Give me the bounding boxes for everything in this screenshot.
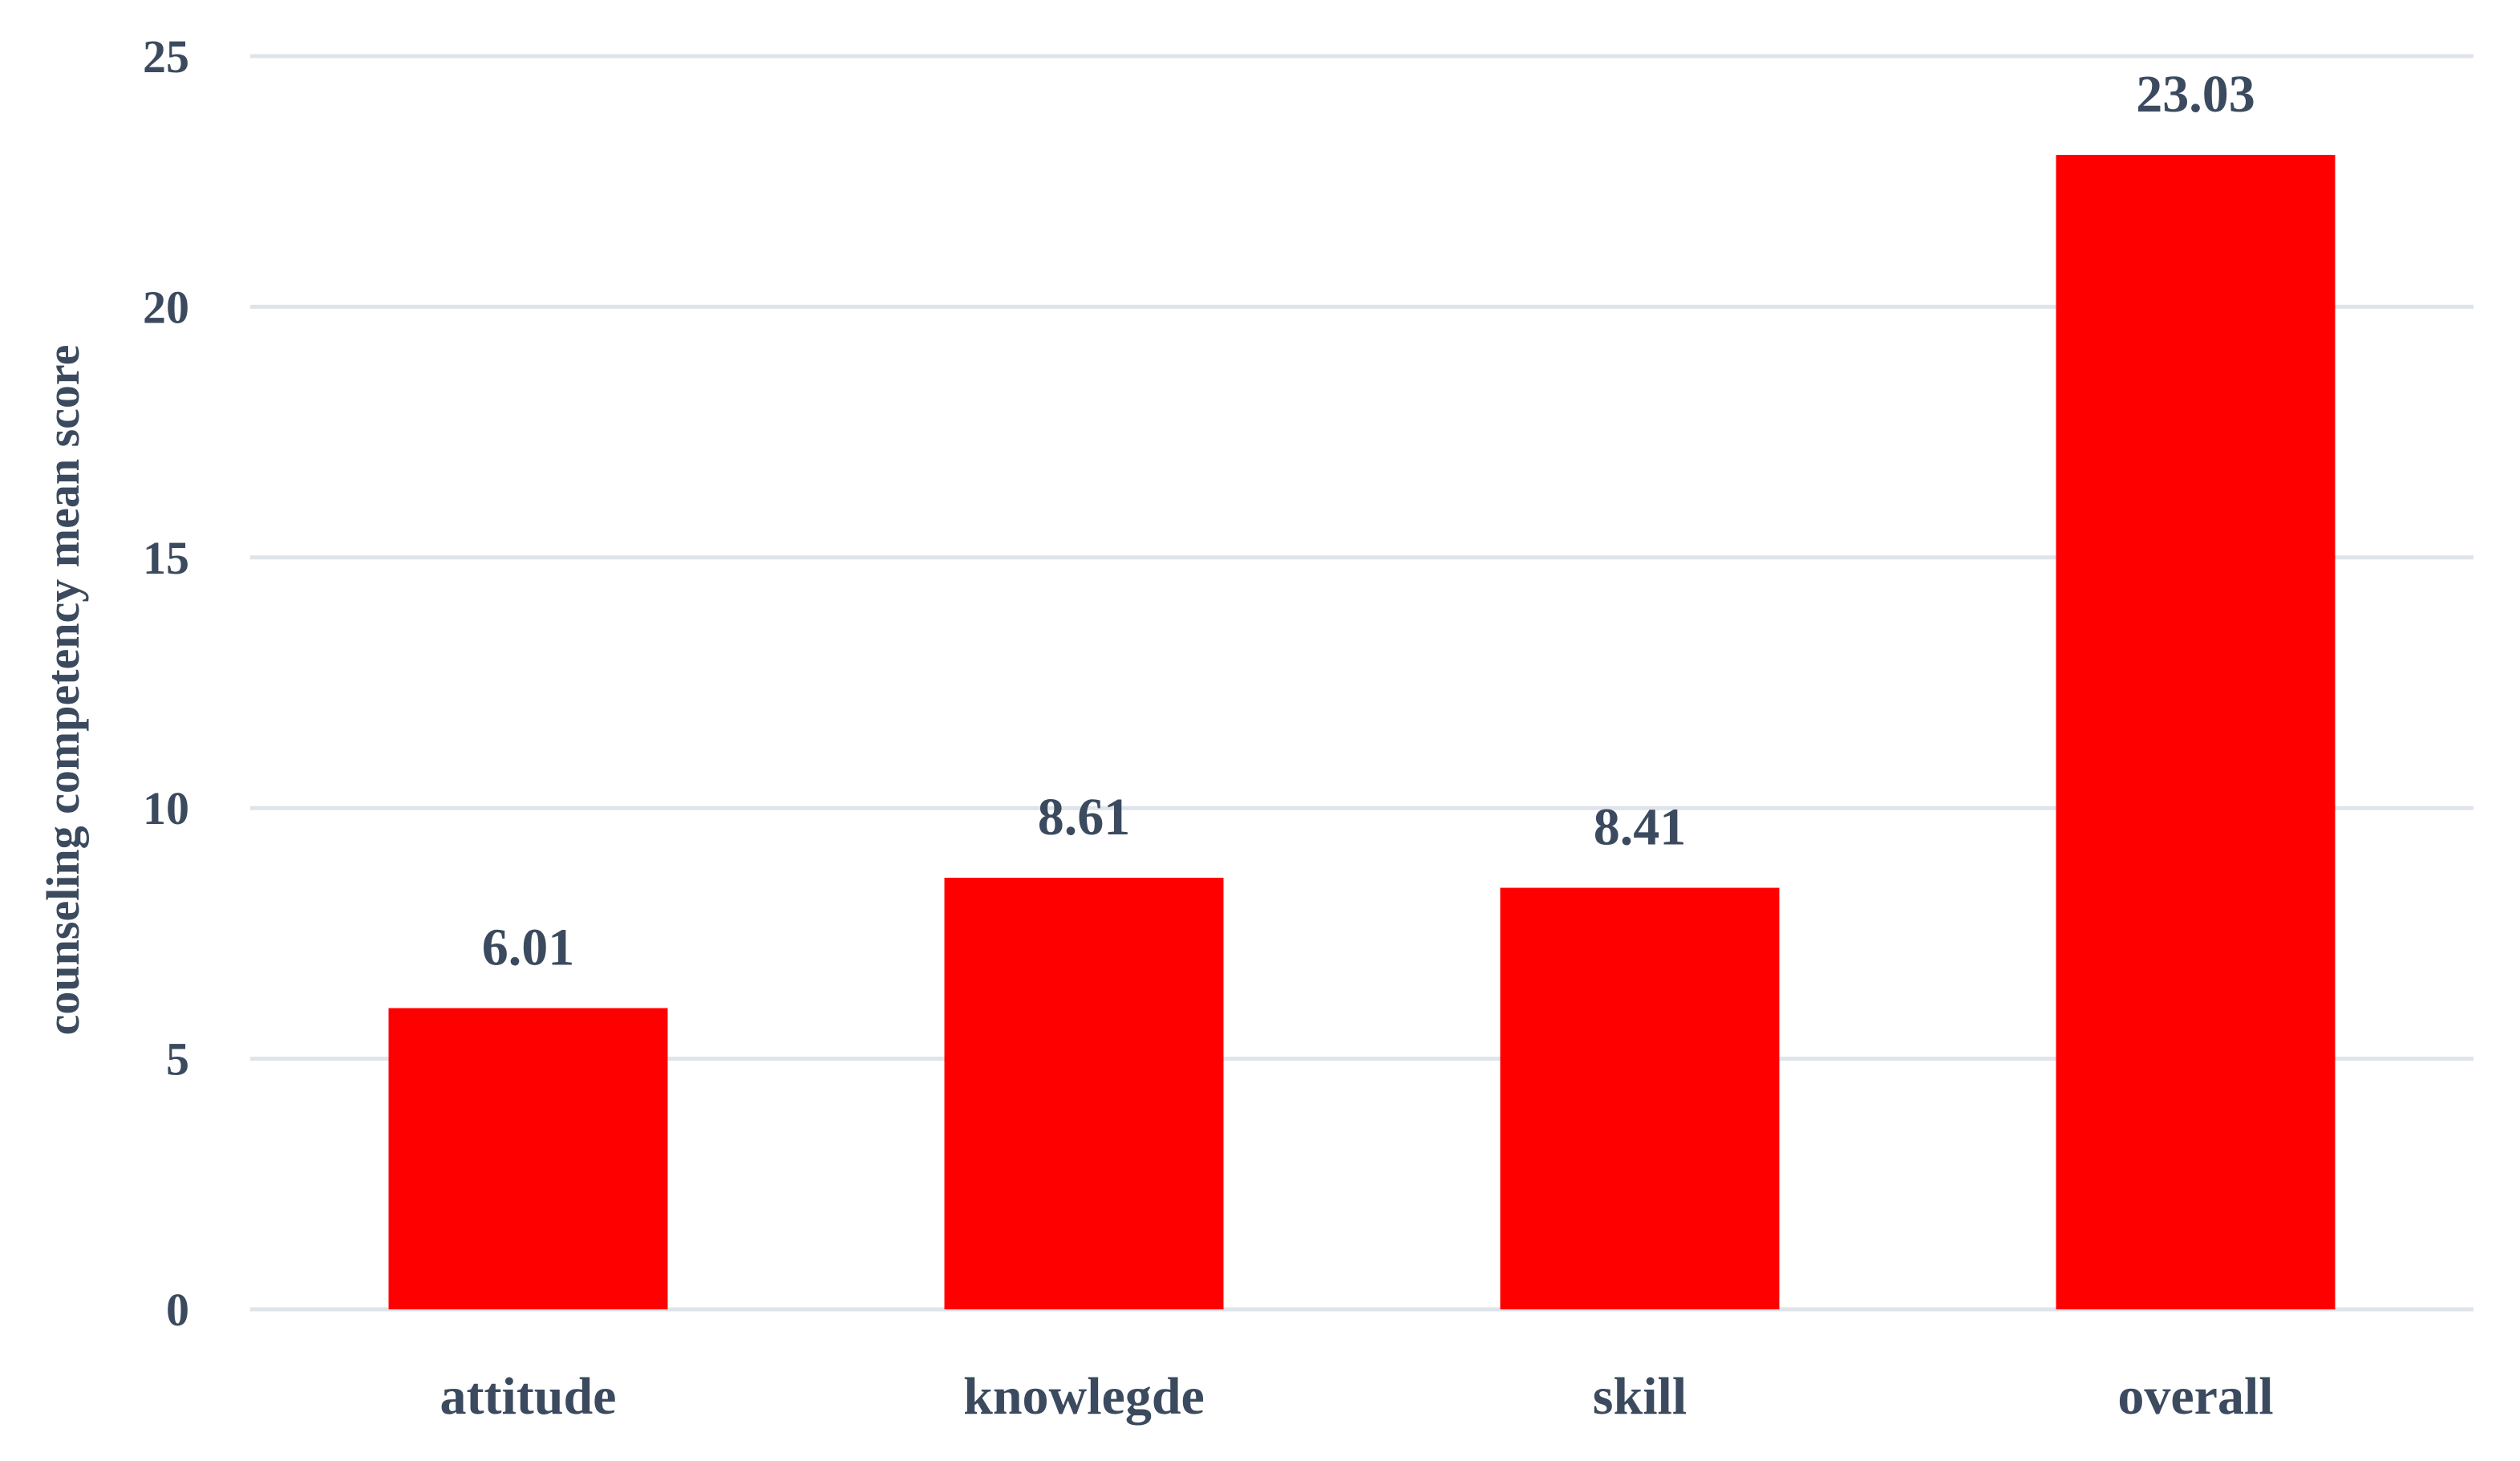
x-tick-label-skill: skill bbox=[1593, 1367, 1687, 1426]
data-label-overall: 23.03 bbox=[2136, 65, 2255, 124]
x-tick-label-attitude: attitude bbox=[440, 1367, 617, 1426]
y-tick-label: 15 bbox=[143, 532, 189, 584]
data-labels: 6.01 8.61 8.41 23.03 bbox=[482, 65, 2255, 976]
bar-overall bbox=[2056, 155, 2336, 1310]
data-label-skill: 8.41 bbox=[1594, 798, 1687, 857]
bar-knowlegde bbox=[944, 878, 1224, 1309]
x-tick-label-knowlegde: knowlegde bbox=[963, 1367, 1205, 1426]
y-axis-ticks: 0 5 10 15 20 25 bbox=[143, 30, 189, 1336]
bar-attitude bbox=[388, 1008, 668, 1309]
data-label-attitude: 6.01 bbox=[482, 918, 575, 976]
x-axis-ticks: attitude knowlegde skill overall bbox=[440, 1367, 2274, 1426]
bar-skill bbox=[1500, 887, 1780, 1309]
y-tick-label: 10 bbox=[143, 782, 189, 834]
x-tick-label-overall: overall bbox=[2117, 1367, 2273, 1426]
y-tick-label: 20 bbox=[143, 281, 189, 333]
y-tick-label: 5 bbox=[166, 1033, 189, 1086]
y-tick-label: 0 bbox=[166, 1284, 189, 1336]
y-tick-label: 25 bbox=[143, 30, 189, 83]
y-axis-title: counseling competency mean score bbox=[37, 345, 89, 1036]
data-label-knowlegde: 8.61 bbox=[1038, 788, 1131, 846]
bars bbox=[388, 155, 2336, 1310]
